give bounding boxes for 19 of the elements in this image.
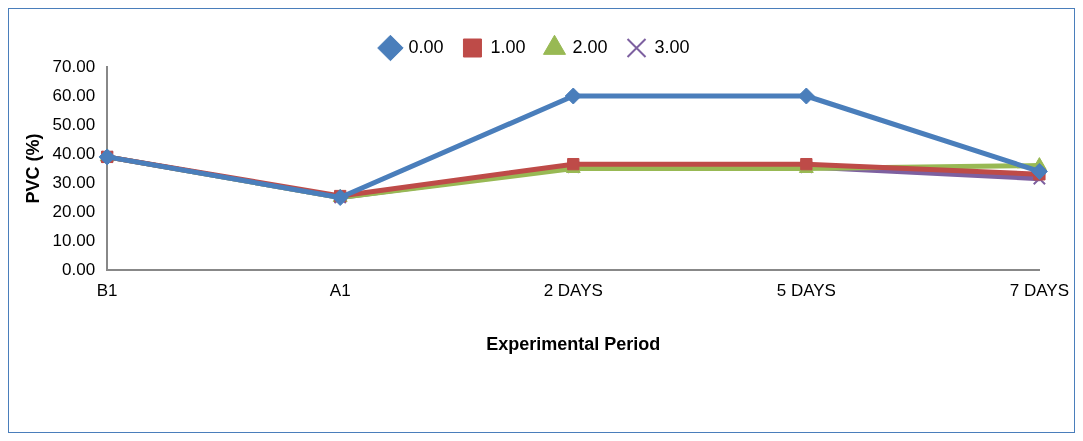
x-tick-label: 2 DAYS (543, 280, 603, 300)
y-tick-label: 40.00 (52, 143, 96, 163)
legend-label: 0.00 (408, 36, 444, 57)
y-tick-label: 70.00 (52, 56, 96, 76)
legend-label: 3.00 (654, 36, 690, 57)
x-tick-label: 7 DAYS (1009, 280, 1069, 300)
x-tick-label: B1 (96, 280, 118, 300)
y-tick-label: 0.00 (62, 259, 96, 279)
x-tick-label: A1 (329, 280, 351, 300)
legend-label: 2.00 (572, 36, 608, 57)
y-tick-label: 50.00 (52, 114, 96, 134)
y-axis-title: PVC (%) (22, 133, 43, 204)
y-tick-label: 20.00 (52, 201, 96, 221)
y-tick-label: 60.00 (52, 85, 96, 105)
x-tick-label: 5 DAYS (776, 280, 836, 300)
x-axis-title: Experimental Period (486, 334, 661, 355)
y-tick-label: 30.00 (52, 172, 96, 192)
legend-label: 1.00 (490, 36, 526, 57)
y-tick-label: 10.00 (52, 230, 96, 250)
